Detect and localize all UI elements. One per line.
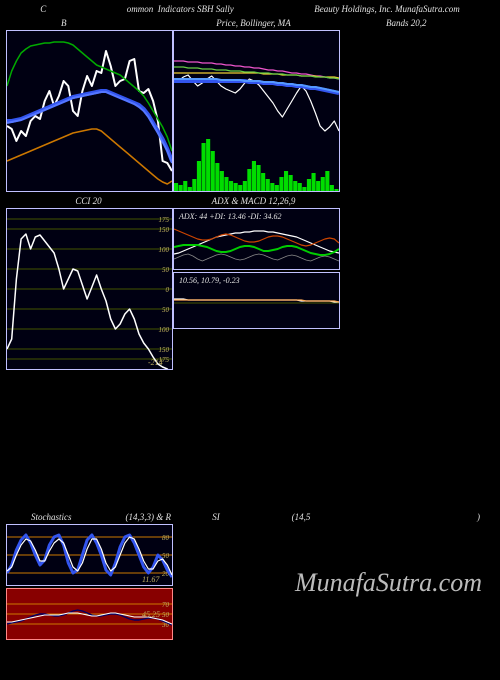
svg-text:100: 100	[159, 246, 170, 254]
svg-text:50: 50	[162, 611, 170, 619]
cci-chart: 17515010050050100150175-214	[7, 209, 172, 369]
svg-text:ADX: 44 +DI: 13.46 -DI: 34: ADX: 44 +DI: 13.46 -DI: 34.62	[178, 212, 282, 221]
svg-text:150: 150	[159, 346, 170, 354]
svg-text:100: 100	[159, 326, 170, 334]
rsi-panel: 70503045.25	[6, 588, 173, 640]
svg-text:80: 80	[162, 534, 170, 542]
adx-title: ADX & MACD 12,26,9	[171, 194, 336, 208]
adx-chart: ADX: 44 +DI: 13.46 -DI: 34.62	[174, 209, 339, 269]
hdr-a: C	[40, 4, 46, 14]
bbands-chart	[7, 31, 172, 191]
adx-macd-panel: ADX: 44 +DI: 13.46 -DI: 34.62 10.56, 10.…	[173, 208, 340, 370]
stoch-title-b: (14,3,3) & R	[66, 510, 171, 524]
bbands-panel	[6, 30, 173, 192]
svg-text:70: 70	[162, 601, 170, 609]
svg-text:175: 175	[159, 216, 170, 224]
svg-text:150: 150	[159, 226, 170, 234]
stoch-chart: 80502011.67	[7, 525, 172, 585]
rsi-chart: 70503045.25	[7, 589, 172, 639]
svg-text:50: 50	[162, 266, 170, 274]
svg-text:0: 0	[166, 286, 170, 294]
svg-text:50: 50	[162, 306, 170, 314]
svg-text:10.56, 10.79, -0.23: 10.56, 10.79, -0.23	[179, 276, 240, 285]
bbands-title-right: Bands 20,2	[336, 16, 500, 30]
bbands-title-mid: Price, Bollinger, MA	[171, 16, 336, 30]
macd-chart: 10.56, 10.79, -0.23	[174, 273, 339, 328]
stoch-title-d: (14,5	[261, 510, 341, 524]
stoch-title-c: SI	[171, 510, 261, 524]
page-header: C ommon Indicators SBH Sally Beauty Hold…	[0, 0, 500, 16]
hdr-c: Beauty Holdings, Inc. MunafaSutra.com	[314, 4, 459, 14]
hdr-b: ommon Indicators SBH Sally	[127, 4, 234, 14]
stoch-title-e: )	[341, 510, 500, 524]
bbands-title-left: B	[6, 16, 171, 30]
volume-chart	[174, 31, 339, 191]
volume-panel	[173, 30, 340, 192]
cci-panel: 17515010050050100150175-214	[6, 208, 173, 370]
cci-title: CCI 20	[6, 194, 171, 208]
svg-text:-214: -214	[148, 358, 163, 367]
stoch-title-a: Stochastics	[6, 510, 66, 524]
stoch-panel: 80502011.67	[6, 524, 173, 586]
svg-text:45.25: 45.25	[142, 610, 160, 619]
svg-text:11.67: 11.67	[142, 575, 160, 584]
